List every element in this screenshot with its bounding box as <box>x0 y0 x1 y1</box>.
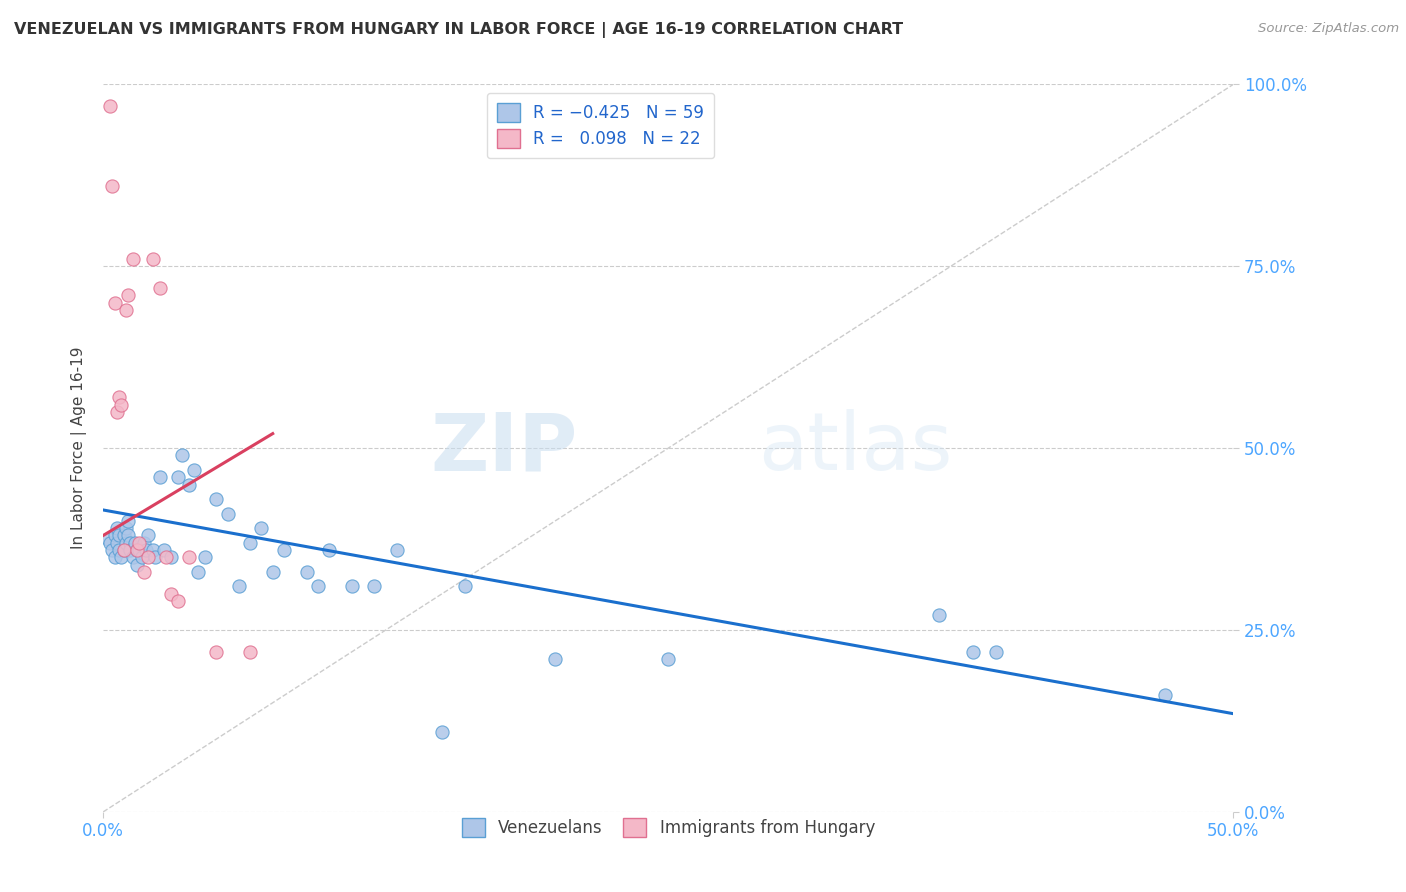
Point <box>318 543 340 558</box>
Point <box>155 550 177 565</box>
Point <box>127 543 149 558</box>
Point <box>172 449 194 463</box>
Point <box>177 477 200 491</box>
Point <box>250 521 273 535</box>
Point <box>114 535 136 549</box>
Point <box>239 535 262 549</box>
Point <box>127 543 149 558</box>
Point <box>149 281 172 295</box>
Point <box>295 565 318 579</box>
Point <box>340 579 363 593</box>
Text: VENEZUELAN VS IMMIGRANTS FROM HUNGARY IN LABOR FORCE | AGE 16-19 CORRELATION CHA: VENEZUELAN VS IMMIGRANTS FROM HUNGARY IN… <box>14 22 903 38</box>
Point <box>121 550 143 565</box>
Text: Source: ZipAtlas.com: Source: ZipAtlas.com <box>1258 22 1399 36</box>
Point <box>112 543 135 558</box>
Point <box>103 295 125 310</box>
Text: ZIP: ZIP <box>430 409 578 487</box>
Point <box>98 99 121 113</box>
Point <box>124 535 146 549</box>
Point <box>160 550 183 565</box>
Point <box>1154 689 1177 703</box>
Point <box>114 521 136 535</box>
Point <box>228 579 250 593</box>
Point <box>128 535 150 549</box>
Point <box>153 543 176 558</box>
Point <box>984 645 1007 659</box>
Point <box>120 543 142 558</box>
Point <box>110 550 132 565</box>
Point <box>97 532 120 546</box>
Point <box>103 528 125 542</box>
Point <box>114 302 136 317</box>
Point <box>928 608 950 623</box>
Point <box>149 470 172 484</box>
Point <box>112 543 135 558</box>
Point <box>135 543 157 558</box>
Point <box>98 535 121 549</box>
Point <box>160 587 183 601</box>
Point <box>117 288 139 302</box>
Point <box>239 645 262 659</box>
Point <box>962 645 984 659</box>
Point <box>142 252 165 266</box>
Point <box>205 645 228 659</box>
Point <box>132 565 155 579</box>
Point <box>138 528 160 542</box>
Point <box>110 397 132 411</box>
Point <box>117 528 139 542</box>
Point <box>128 543 150 558</box>
Point <box>217 507 239 521</box>
Point <box>262 565 284 579</box>
Point <box>657 652 679 666</box>
Point <box>108 543 131 558</box>
Point <box>103 550 125 565</box>
Point <box>117 514 139 528</box>
Point <box>194 550 217 565</box>
Point <box>183 463 205 477</box>
Point <box>101 179 124 194</box>
Point <box>121 252 143 266</box>
Legend: Venezuelans, Immigrants from Hungary: Venezuelans, Immigrants from Hungary <box>456 811 882 844</box>
Point <box>273 543 295 558</box>
Point <box>205 492 228 507</box>
Point <box>120 535 142 549</box>
Point <box>131 550 153 565</box>
Point <box>166 470 188 484</box>
Point <box>177 550 200 565</box>
Point <box>363 579 385 593</box>
Point <box>307 579 329 593</box>
Point <box>142 543 165 558</box>
Point <box>166 594 188 608</box>
Point <box>105 535 128 549</box>
Point <box>132 535 155 549</box>
Point <box>454 579 477 593</box>
Point <box>112 528 135 542</box>
Point <box>432 724 454 739</box>
Point <box>108 390 131 404</box>
Point <box>143 550 166 565</box>
Point <box>127 558 149 572</box>
Point <box>105 521 128 535</box>
Point <box>108 528 131 542</box>
Point <box>105 405 128 419</box>
Point <box>544 652 567 666</box>
Point <box>187 565 209 579</box>
Point <box>101 543 124 558</box>
Point <box>385 543 408 558</box>
Text: atlas: atlas <box>759 409 953 487</box>
Y-axis label: In Labor Force | Age 16-19: In Labor Force | Age 16-19 <box>72 347 87 549</box>
Point <box>138 550 160 565</box>
